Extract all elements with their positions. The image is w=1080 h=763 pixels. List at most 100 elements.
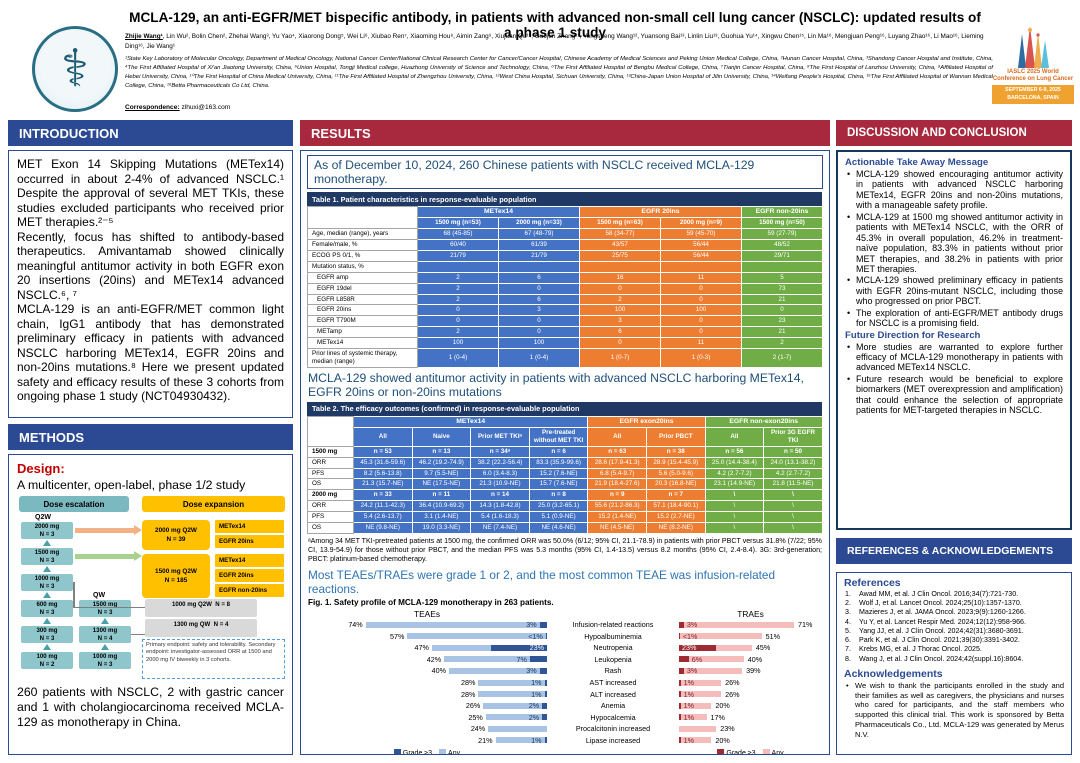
discussion-header: DISCUSSION AND CONCLUSION <box>836 120 1072 146</box>
table-cell: n = 9 <box>587 489 647 502</box>
trae-legend: Grade ≥3 Any <box>679 748 822 754</box>
trae-grade3-bar <box>679 691 681 698</box>
results-header: RESULTS <box>300 120 830 146</box>
table-row: PFS 5.4 (2.6-13.7) 3.1 (1.4-NE) 5.4 (1.6-18… <box>307 510 823 523</box>
chart-row: 40% 3% Rash 3% 39% <box>307 665 822 677</box>
table-row: METex14 100 100 0 11 2 <box>307 336 823 349</box>
teae-grade3-bar <box>544 679 547 686</box>
trae-any-bar: 1% <box>679 678 722 687</box>
teae-any-value: 26% <box>465 701 481 711</box>
teae-any-bar: 1% <box>478 678 547 687</box>
row-label: ECOG PS 0/1, % <box>307 250 418 262</box>
conference-date-line: SEPTEMBER 6-9, 2025 <box>1005 87 1061 94</box>
table-col-header: 1500 mg (n=53) <box>417 217 499 230</box>
table-group-header: METex14 <box>352 415 589 429</box>
affiliations: ¹State Key Laboratory of Molecular Oncol… <box>125 56 993 89</box>
table-cell: 15.2 (7.6-NE) <box>528 467 589 480</box>
acknowledgements-subheading: Acknowledgements <box>844 667 943 680</box>
acknowledgements: We wish to thank the participants enroll… <box>844 681 1064 740</box>
table-cell: 67 (48-79) <box>498 228 580 241</box>
table-row: ORR 24.2 (11.1-42.3) 36.4 (10.9-69.2) 14.3 … <box>307 500 823 512</box>
expansion-dose-box: 2000 mg Q2W N = 39 <box>142 520 210 550</box>
table-row: ORR 45.3 (31.6-59.6) 46.2 (19.2-74.9) 38.2 … <box>307 456 823 469</box>
teae-grade3-bar <box>542 702 547 709</box>
trae-any-bar <box>679 725 717 732</box>
table-cell: 21 <box>741 293 823 306</box>
table-cell: 2 <box>417 282 499 295</box>
table-cell: 45.3 (31.6-59.6) <box>353 456 413 469</box>
reference-item: Park K, et al. J Clin Oncol. 2021;39(30)… <box>845 636 1020 645</box>
trae-any-bar: 3% <box>679 620 795 629</box>
table-cell: 100 <box>417 336 499 349</box>
table-cell: 19.0 (3.3-NE) <box>411 521 472 534</box>
references-header: REFERENCES & ACKNOWLEDGEMENTS <box>836 538 1072 564</box>
table-cell: 11 <box>660 336 742 349</box>
introduction-paragraph: MCLA-129 is an anti-EGFR/MET common ligh… <box>17 302 284 404</box>
table-cell: n = 7 <box>646 489 706 502</box>
cohort-label: EGFR non-20ins <box>215 584 284 597</box>
chart-row: 28% 1% ALT increased 1% 26% <box>307 688 822 700</box>
table-col-header: Prior MET TKIᵃ <box>470 427 530 447</box>
table-col-header: 2000 mg (n=9) <box>660 217 742 230</box>
row-label: 2000 mg <box>307 489 354 502</box>
chart-row: 21% 1% Lipase increased 1% 20% <box>307 735 822 747</box>
table-group-row: METex14 EGFR 20ins EGFR non-20ins <box>307 205 823 230</box>
adverse-event-label: Leukopenia <box>594 654 632 664</box>
adverse-event-label: ALT increased <box>590 689 636 699</box>
adverse-event-label: Lipase increased <box>585 735 641 745</box>
table-cell: 20.3 (16.8-NE) <box>646 478 706 491</box>
acknowledgements-text: We wish to thank the participants enroll… <box>844 681 1064 740</box>
table-cell: 2 <box>417 271 499 284</box>
adverse-event-label: AST increased <box>589 678 637 687</box>
escalation-dose-box: 100 mg N = 2 <box>21 652 73 669</box>
table-cell: \ <box>763 510 823 523</box>
table-cell: 57.1 (18.4-90.1) <box>646 500 706 512</box>
methods-header: METHODS <box>8 424 293 450</box>
table-row: ECOG PS 0/1, % 21/79 21/79 25/75 56/44 29/71 <box>307 250 823 262</box>
q2w-label: Q2W <box>35 514 51 521</box>
trae-any-value: 39% <box>746 666 761 676</box>
table-cell: 2 (1-7) <box>741 347 823 368</box>
table-cell: \ <box>704 521 765 534</box>
table-cell: 21.8 (11.5-NE) <box>763 478 823 491</box>
table-cell: NE (17.5-NE) <box>411 478 472 491</box>
row-label: Female/male, % <box>307 239 418 252</box>
cohort-label: METex14 <box>215 554 284 567</box>
trae-any-bar: 6% <box>679 655 744 664</box>
legend-item: Grade ≥3 <box>393 748 432 754</box>
table-row: Mutation status, % <box>307 260 823 273</box>
teae-any-bar: 3% <box>365 620 547 629</box>
results-statement-3: Most TEAEs/TRAEs were grade 1 or 2, and … <box>308 567 776 596</box>
legend-item: Any <box>762 748 784 754</box>
design-text: A multicenter, open-label, phase 1/2 stu… <box>17 478 246 492</box>
conference-dates: SEPTEMBER 6-9, 2025 BARCELONA, SPAIN <box>992 85 1074 105</box>
table-cell: 5.4 (1.6-18.3) <box>470 510 530 523</box>
table-cell: 15.2 (2.7-NE) <box>646 510 706 523</box>
teae-any-bar: 23% <box>431 643 547 652</box>
chart-row: 42% 7% Leukopenia 6% 40% <box>307 654 822 666</box>
table-cell: 5 <box>741 271 823 284</box>
row-label: METamp <box>307 326 418 338</box>
table-cell: \ <box>763 500 823 512</box>
table-cell: 21/79 <box>417 250 499 262</box>
table-cell: 0 <box>660 326 742 338</box>
table-cell: 16 <box>579 271 661 284</box>
reference-item: Krebs MG, et al. J Thorac Oncol. 2025. <box>845 645 982 654</box>
table-group-header: EGFR 20ins <box>579 205 742 219</box>
legend-item: Grade ≥3 <box>717 748 756 754</box>
table-cell <box>741 260 823 273</box>
table-cell: 25.0 (3.2-65.1) <box>528 500 589 512</box>
table-row: Age, median (range), years 68 (45-85) 67 (… <box>307 228 823 241</box>
future-heading: Future Direction for Research <box>845 329 981 341</box>
escalation-dose-box: 600 mg N = 3 <box>21 600 73 617</box>
trae-grade3-bar <box>679 656 689 663</box>
up-arrow-icon <box>101 618 109 624</box>
table-cell: 4.2 (2.7-7.2) <box>704 467 765 480</box>
trae-any-bar: 1% <box>679 736 712 745</box>
adverse-event-label: Procalcitonin increased <box>575 724 651 734</box>
trae-any-bar: 1% <box>679 701 712 710</box>
connector-line <box>73 582 75 608</box>
teae-legend: Grade ≥3 Any <box>307 748 547 754</box>
escalation-dose-box: 300 mg N = 3 <box>21 626 73 643</box>
table-cell: 0 <box>660 293 742 306</box>
